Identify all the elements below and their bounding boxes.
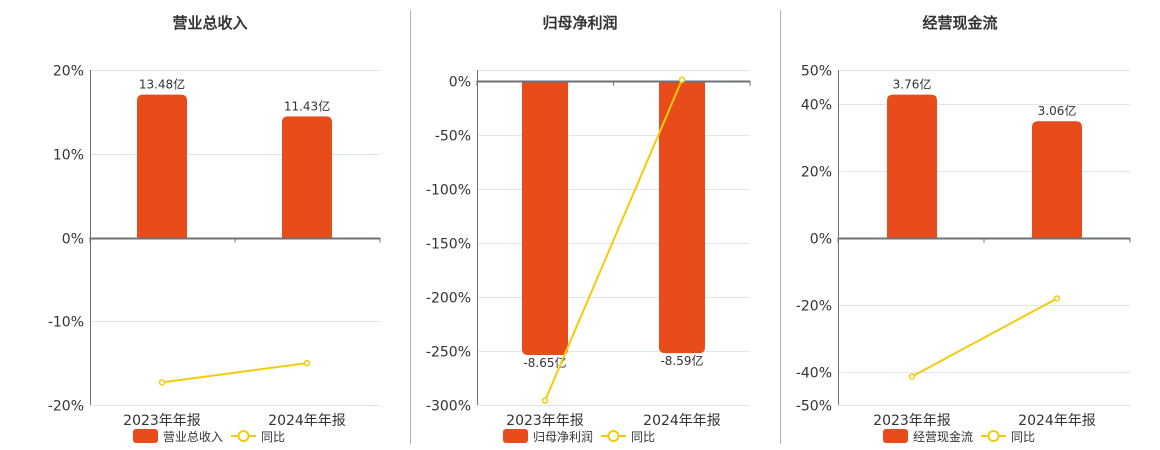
yoy-point [303, 359, 311, 367]
y-tick-label: 20% [53, 64, 84, 80]
chart-3: 经营现金流 50% 40% 20% 0% -20% -40% -50% 3.76亿 3.06亿 20… [796, 14, 1131, 444]
legend[interactable]: 归母净利润 同比 [503, 429, 655, 444]
bar-data-label: 3.06亿 [1038, 103, 1077, 118]
bar-data-label: -8.65亿 [523, 355, 566, 370]
legend-bar-swatch [133, 429, 158, 443]
bar [887, 94, 937, 238]
legend-bar-label: 归母净利润 [533, 430, 593, 444]
x-tick-label: 2024年年报 [268, 413, 346, 429]
yoy-line [161, 362, 308, 384]
y-tick-label: 10% [53, 148, 84, 164]
legend-bar-swatch [883, 429, 908, 443]
legend-bar-swatch [503, 429, 528, 443]
y-tick-label: 50% [801, 64, 832, 80]
legend-line-marker [237, 430, 250, 442]
chart-2: 归母净利润 0% -50% -100% -150% -200% -250% -300% -8.6… [426, 14, 751, 444]
y-tick-label: -100% [426, 183, 471, 199]
y-tick-label: 40% [801, 98, 832, 114]
x-tick-label: 2024年年报 [1018, 413, 1096, 429]
chart-1: 营业总收入 20% 10% 0% -10% -20% 13.48亿 11.43亿 2023年年报… [48, 14, 381, 444]
yoy-point [678, 76, 686, 83]
legend-line-label: 同比 [261, 430, 285, 444]
y-tick-label: 0% [449, 75, 471, 91]
y-tick-label: -20% [796, 299, 832, 315]
x-tick-label: 2023年年报 [506, 413, 584, 429]
bar-data-label: 3.76亿 [893, 77, 932, 92]
y-tick-label: -50% [435, 129, 471, 145]
y-tick-label: -20% [48, 399, 84, 415]
y-tick-label: -50% [796, 399, 832, 415]
bar [659, 80, 705, 354]
y-tick-label: -10% [48, 315, 84, 331]
legend-line-label: 同比 [631, 430, 655, 444]
x-tick-label: 2024年年报 [643, 413, 721, 429]
yoy-line [544, 79, 683, 402]
bar [1032, 121, 1082, 238]
y-tick-label: 20% [801, 165, 832, 181]
chart-title: 营业总收入 [172, 14, 247, 32]
y-tick-label: -250% [426, 345, 471, 361]
bar [522, 80, 568, 356]
x-tick-label: 2023年年报 [873, 413, 951, 429]
yoy-point [158, 379, 166, 386]
chart-title: 归母净利润 [542, 14, 617, 32]
legend-bar-label: 营业总收入 [163, 430, 223, 444]
y-tick-label: -40% [796, 366, 832, 382]
yoy-line [911, 297, 1058, 378]
bar-data-label: 11.43亿 [284, 98, 330, 113]
legend-line-marker [987, 430, 1000, 442]
yoy-point [908, 373, 916, 380]
bar-data-label: -8.59亿 [660, 353, 703, 368]
y-tick-label: -150% [426, 237, 471, 253]
bar-data-label: 13.48亿 [139, 77, 185, 92]
legend-line-label: 同比 [1011, 430, 1035, 444]
legend-bar-label: 经营现金流 [913, 429, 973, 444]
yoy-point [541, 397, 549, 404]
legend[interactable]: 营业总收入 同比 [133, 429, 285, 444]
legend-line-marker [607, 430, 620, 442]
legend[interactable]: 经营现金流 同比 [883, 429, 1035, 444]
bar [282, 116, 332, 238]
y-tick-label: 0% [810, 232, 832, 248]
yoy-point [1053, 295, 1061, 302]
y-tick-label: -200% [426, 291, 471, 307]
y-tick-label: -300% [426, 399, 471, 415]
y-tick-label: 0% [62, 232, 84, 248]
bar [137, 94, 187, 238]
chart-title: 经营现金流 [922, 14, 997, 32]
x-tick-label: 2023年年报 [123, 413, 201, 429]
